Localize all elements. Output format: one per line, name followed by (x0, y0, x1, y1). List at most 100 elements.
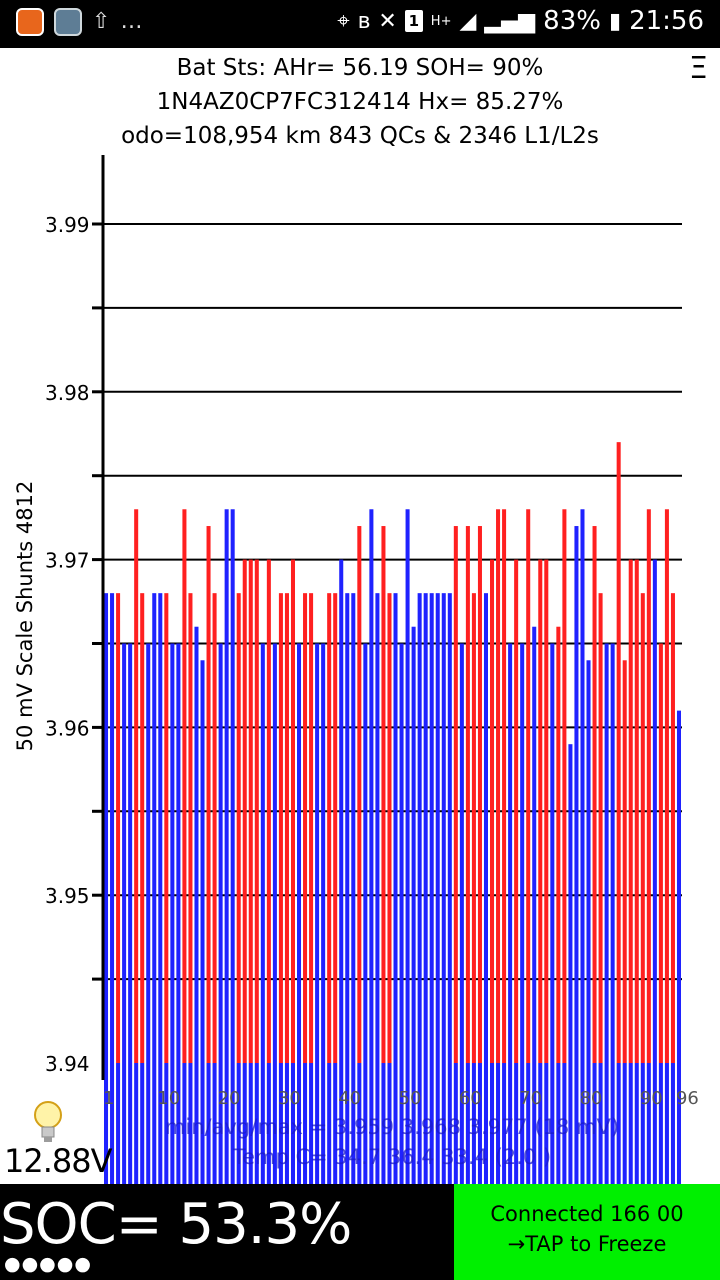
cell-bar (483, 593, 488, 1063)
y-tick-label: 3.94 (45, 1052, 90, 1076)
cell-bar (375, 593, 380, 1063)
cell-bar-stub (254, 1063, 259, 1184)
x-tick-label: 10 (157, 1088, 180, 1109)
cell-bar (435, 593, 440, 1063)
cell-bar-stub (592, 1063, 597, 1184)
cell-bar-stub (158, 1063, 163, 1184)
cell-bar (453, 526, 458, 1063)
cell-bar (568, 744, 573, 1063)
cell-bar-stub (411, 1063, 416, 1184)
cell-bar-stub (200, 1063, 205, 1184)
aux-battery-voltage: 12.88V (4, 1142, 112, 1180)
cell-bar-stub (290, 1063, 295, 1184)
cell-bar (122, 643, 127, 1063)
cell-bar (562, 509, 567, 1063)
cell-bar (230, 509, 235, 1063)
cell-bar (622, 660, 627, 1063)
cell-bar-stub (508, 1063, 513, 1184)
cell-bar-stub (284, 1063, 289, 1184)
menu-icon[interactable]: Ξ (689, 51, 708, 86)
cell-bar (110, 593, 115, 1063)
cell-bar (188, 593, 193, 1063)
cell-bar (182, 509, 187, 1063)
cell-bar (146, 643, 151, 1063)
cell-bar-stub (134, 1063, 139, 1184)
cell-bar-stub (574, 1063, 579, 1184)
cell-bar (272, 643, 277, 1063)
cell-bar-stub (562, 1063, 567, 1184)
cell-bar-stub (248, 1063, 253, 1184)
cell-bar (477, 526, 482, 1063)
cell-bar-stub (586, 1063, 591, 1184)
cell-bar-stub (309, 1063, 314, 1184)
cell-bar-stub (182, 1063, 187, 1184)
cell-bar-stub (393, 1063, 398, 1184)
cell-bar (670, 593, 675, 1063)
cell-bar-stub (315, 1063, 320, 1184)
cell-bar (646, 509, 651, 1063)
y-tick-label: 3.96 (45, 716, 90, 740)
gallery-app-icon[interactable] (54, 8, 82, 36)
cell-bar (574, 526, 579, 1063)
connection-button[interactable]: Connected 166 00 →TAP to Freeze (454, 1184, 720, 1280)
x-tick-label: 40 (338, 1088, 361, 1109)
cell-bar (544, 559, 549, 1063)
cell-bar-stub (351, 1063, 356, 1184)
cell-bar-stub (170, 1063, 175, 1184)
cell-bar (586, 660, 591, 1063)
cell-bar-stub (278, 1063, 283, 1184)
y-tick-label: 3.99 (45, 213, 90, 237)
cell-bar-stub (640, 1063, 645, 1184)
cell-voltage-chart[interactable]: 3.99 3.98 3.97 3.96 3.95 3.94 1 10 20 30 40 50 60 70 8… (0, 0, 720, 1184)
cell-bar-stub (471, 1063, 476, 1184)
cell-bar-stub (520, 1063, 525, 1184)
cell-bar-stub (303, 1063, 308, 1184)
signal-icon: ▂▄▆ (484, 8, 536, 34)
cell-bar (508, 643, 513, 1063)
cell-bar-stub (104, 1063, 109, 1184)
cell-bar (538, 559, 543, 1063)
cell-bar-stub (224, 1063, 229, 1184)
cell-bar-stub (496, 1063, 501, 1184)
x-tick-label: 50 (399, 1088, 422, 1109)
soc-readout: SOC= 53.3% (0, 1192, 352, 1257)
x-tick-label: 80 (579, 1088, 602, 1109)
lightbulb-icon[interactable] (32, 1100, 64, 1150)
cell-bar-stub (375, 1063, 380, 1184)
cell-bar-stub (664, 1063, 669, 1184)
cell-bar (236, 593, 241, 1063)
cell-bar-stub (447, 1063, 452, 1184)
cell-bar (104, 593, 109, 1063)
y-tick-label: 3.95 (45, 884, 90, 908)
cell-bar-stub (616, 1063, 621, 1184)
cell-bar (303, 593, 308, 1063)
battery-status-line: Bat Sts: AHr= 56.19 SOH= 90% (176, 55, 544, 81)
cell-bar (664, 509, 669, 1063)
cell-bar-stub (128, 1063, 133, 1184)
cell-bar-stub (514, 1063, 519, 1184)
cell-bar (652, 559, 657, 1063)
y-axis-label: 50 mV Scale Shunts 4812 (13, 481, 37, 752)
cell-bar-stub (423, 1063, 428, 1184)
cell-bar (315, 643, 320, 1063)
cell-bar (248, 559, 253, 1063)
cell-bar-stub (230, 1063, 235, 1184)
app-icon[interactable] (16, 8, 44, 36)
upload-icon: ⇧ (92, 9, 111, 34)
cell-bar-stub (333, 1063, 338, 1184)
cell-bar (266, 559, 271, 1063)
cell-bar-stub (538, 1063, 543, 1184)
cell-bar-stub (357, 1063, 362, 1184)
cell-bar-stub (544, 1063, 549, 1184)
cell-bar-stub (381, 1063, 386, 1184)
cell-bar-stub (628, 1063, 633, 1184)
cell-bar-stub (435, 1063, 440, 1184)
network-type: H+ (430, 13, 452, 29)
cell-bar (212, 593, 217, 1063)
network-icon: ◢ (459, 8, 477, 34)
cell-bar-stub (116, 1063, 121, 1184)
cell-bar-stub (188, 1063, 193, 1184)
cell-bar (351, 593, 356, 1063)
cell-bar (532, 626, 537, 1063)
cell-bar (333, 593, 338, 1063)
